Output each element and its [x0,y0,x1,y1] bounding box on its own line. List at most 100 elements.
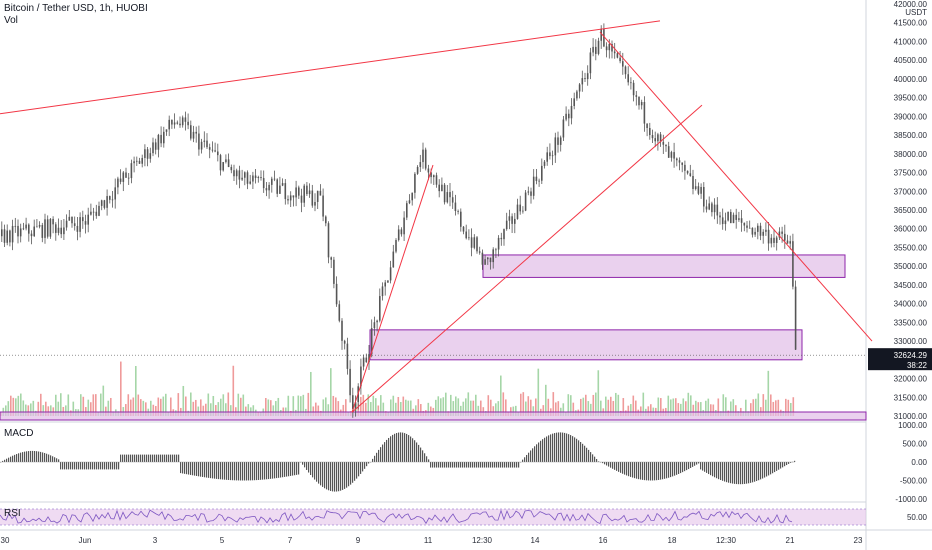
macd-bar [190,462,192,475]
macd-bar [622,462,624,474]
candle-body [6,230,8,243]
volume-bar [402,396,405,416]
candle-body [762,231,764,236]
macd-bar [140,454,142,462]
macd-tick-label: 500.00 [903,440,928,449]
volume-bar [520,393,522,416]
volume-bar [25,404,27,416]
volume-bar [145,402,147,416]
volume-bar [300,396,302,416]
candle-body [419,162,422,167]
volume-bar [215,405,217,416]
candle-body [60,227,62,235]
macd-bar [590,452,592,462]
candle-body [49,218,52,237]
volume-bar [275,401,277,416]
candle-body [195,131,197,134]
price-tick-label: 37500.00 [894,169,928,178]
macd-bar [152,454,154,462]
macd-bar [608,462,610,467]
last-price-tag [868,348,932,371]
candle-body [227,159,230,168]
candle-body [214,150,216,152]
rsi-tick-label: 50.00 [907,513,928,522]
candle-body [711,203,713,213]
macd-bar [650,462,652,481]
volume-bar [195,399,197,416]
macd-bar [10,456,12,462]
macd-bar [212,462,214,479]
macd-bar [470,462,472,468]
rsi-pane [0,508,866,526]
trendline [351,104,703,413]
volume-bar [135,365,137,416]
macd-bar [318,462,320,484]
volume-bar [352,403,355,416]
volume-bar [635,400,637,416]
macd-bar [678,462,680,474]
candle-body [657,134,659,142]
candle-body [694,186,697,189]
macd-bar [686,462,688,471]
macd-bar [150,454,152,462]
candle-body [392,251,395,268]
macd-bar [402,432,404,462]
candle-body [630,82,632,84]
volume-bar [152,404,155,416]
macd-bar [534,446,536,462]
macd-bar [766,462,768,477]
volume-bar [587,401,590,416]
macd-tick-label: 0.00 [911,458,927,467]
volume-bar [670,399,672,416]
candle-body [141,157,143,164]
volume-bar [490,399,492,416]
price-candles [1,23,797,418]
macd-bar [342,462,344,490]
volume-bar [437,396,440,416]
volume-bar [312,406,315,416]
macd-bar [354,462,356,481]
macd-bar [504,462,506,468]
support-zone [0,411,867,421]
candle-body [171,119,173,125]
candle-body [562,119,565,138]
macd-bar [522,459,524,462]
macd-bar [226,462,228,480]
volume-bar [612,400,615,416]
macd-bar [194,462,196,476]
rsi-band [0,509,866,525]
volume-bar [292,396,295,416]
candle-body [152,142,154,154]
volume-bar [345,399,347,416]
price-tick-label: 42000.00 [894,0,928,9]
candle-body [111,199,114,201]
macd-bar [214,462,216,479]
candle-body [460,211,462,227]
volume-bar [752,399,755,416]
volume-bar [335,397,337,416]
volume-bar [40,393,42,416]
macd-bar [4,459,6,462]
macd-bar [176,454,178,462]
macd-bar [260,462,262,480]
macd-bar [432,462,434,468]
candle-body [703,187,705,207]
candle-body [770,237,773,244]
volume-bar [452,401,455,416]
macd-bar [518,462,520,468]
candle-body [724,220,727,225]
candle-body [449,192,451,198]
macd-bar [96,462,98,470]
macd-bar [304,462,306,468]
macd-tick-label: -500.00 [900,477,928,486]
macd-bar [68,462,70,470]
candle-body [700,187,702,194]
candle-body [219,155,222,171]
candle-body [443,184,446,203]
macd-bar [592,454,594,462]
candle-body [200,141,203,150]
macd-bar [630,462,632,477]
candle-body [235,170,238,177]
candle-body [478,251,481,253]
